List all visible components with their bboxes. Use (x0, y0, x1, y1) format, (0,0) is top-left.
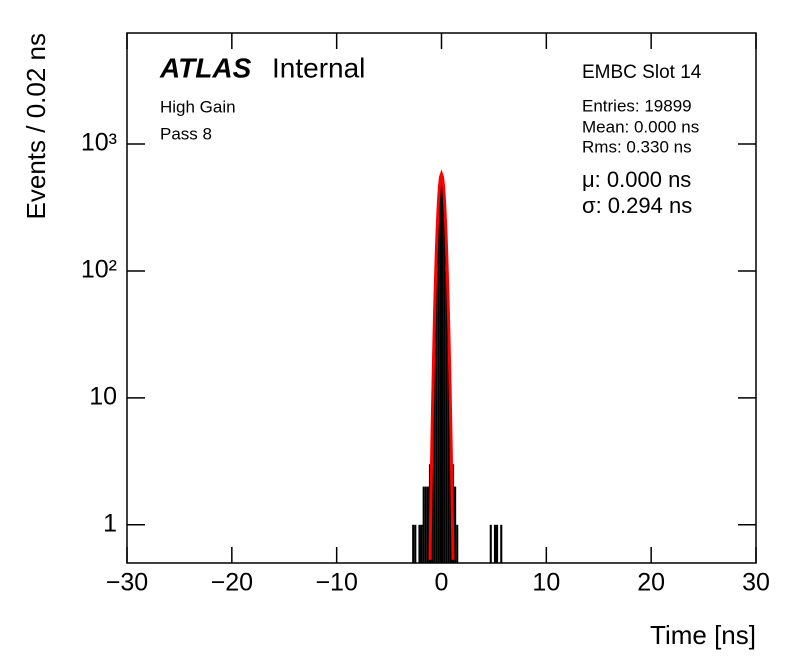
x-tick-label: 10 (532, 569, 560, 597)
histogram-bar (412, 524, 415, 563)
histogram-bar (435, 270, 438, 563)
x-tick-label: −30 (106, 569, 148, 597)
fit-param: σ: 0.294 ns (582, 193, 692, 218)
x-tick-label: −10 (315, 569, 357, 597)
histogram-bar (441, 178, 444, 563)
histogram-bar (439, 178, 442, 563)
y-tick-label: 10 (89, 382, 117, 410)
histogram-bar (414, 524, 417, 563)
histogram-bar (443, 210, 446, 563)
note: Pass 8 (160, 124, 212, 143)
histogram-bar (422, 486, 425, 563)
chart-title: EMBC Slot 14 (582, 62, 702, 83)
y-tick-label: 10² (81, 256, 117, 284)
histogram-bar (493, 524, 497, 563)
x-tick-label: 20 (637, 569, 665, 597)
histogram-bar (489, 524, 492, 563)
experiment-label: ATLAS (159, 52, 252, 83)
x-tick-label: 30 (742, 569, 770, 597)
histogram-bar (418, 524, 421, 563)
histogram-bar (454, 486, 457, 563)
histogram-bar (420, 524, 423, 563)
histogram-bar (456, 524, 459, 563)
x-tick-label: −20 (211, 569, 253, 597)
histogram-bar (496, 524, 499, 563)
histogram-bar (445, 270, 448, 563)
y-tick-label: 10³ (81, 129, 117, 157)
histogram-bar (437, 210, 440, 563)
x-axis-label: Time [ns] (650, 620, 756, 650)
histogram-bar (426, 486, 429, 563)
y-tick-label: 1 (103, 509, 117, 537)
histogram-bar (433, 347, 436, 563)
x-tick-label: 0 (435, 569, 449, 597)
stat: Rms: 0.330 ns (582, 137, 692, 156)
status-label: Internal (272, 52, 365, 83)
fit-curve (428, 169, 455, 560)
histogram-bar (500, 524, 503, 563)
stat: Entries: 19899 (582, 96, 692, 115)
histogram-bar (424, 486, 427, 563)
stat: Mean: 0.000 ns (582, 117, 699, 136)
note: High Gain (160, 97, 236, 116)
fit-param: μ: 0.000 ns (582, 167, 691, 192)
y-axis-label: Events / 0.02 ns (21, 33, 51, 219)
histogram-bar (447, 347, 450, 563)
